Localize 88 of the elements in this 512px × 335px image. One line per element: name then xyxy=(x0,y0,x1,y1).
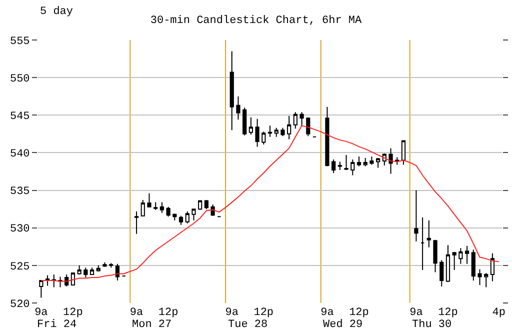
y-tick-label: 530 xyxy=(10,224,30,236)
candlestick xyxy=(84,267,88,278)
candlestick xyxy=(325,106,330,167)
candlestick xyxy=(293,112,298,130)
candlestick xyxy=(300,112,304,127)
candlestick xyxy=(478,268,482,286)
text: Mon 27 xyxy=(132,319,172,331)
chart-subtitle: 5 day xyxy=(40,6,74,18)
candlestick xyxy=(154,202,158,210)
candlestick xyxy=(230,50,234,131)
candlestick xyxy=(140,200,145,216)
candlestick xyxy=(458,248,463,264)
candlestick xyxy=(370,156,374,166)
x-tick-label: 12p xyxy=(349,307,369,319)
x-tick-label: 4p xyxy=(492,307,506,319)
candlestick xyxy=(96,264,100,272)
candlestick xyxy=(160,202,164,214)
y-tick-label: 555 xyxy=(10,36,30,48)
candlestick xyxy=(102,262,107,268)
y-tick-label: 520 xyxy=(10,298,30,311)
candlestick xyxy=(376,157,380,168)
candlestick xyxy=(268,125,272,138)
candlestick xyxy=(490,252,495,282)
candlestick xyxy=(350,158,355,176)
candlestick xyxy=(440,260,444,287)
candlestick xyxy=(192,208,196,221)
candlestick xyxy=(433,239,438,273)
candlestick xyxy=(172,214,177,221)
text: Wed 29 xyxy=(323,319,363,331)
candlestick xyxy=(185,210,190,224)
x-tick-label: 12p xyxy=(438,307,458,319)
text: Thu 30 xyxy=(412,319,452,331)
candlestick xyxy=(109,262,114,268)
x-tick-label: 12p xyxy=(158,307,178,319)
candlestick xyxy=(45,274,50,286)
x-tick-label: 9a xyxy=(130,307,144,319)
x-tick-label: 12p xyxy=(63,307,83,319)
candlestick xyxy=(39,280,44,298)
candlestick xyxy=(280,127,285,137)
candlestick xyxy=(274,127,278,138)
candlestick xyxy=(147,192,152,208)
candlestick xyxy=(388,148,393,174)
candlestick xyxy=(484,272,488,288)
chart-title: 30-min Candlestick Chart, 6hr MA xyxy=(150,14,362,27)
text: Tue 28 xyxy=(228,319,268,331)
candlestick xyxy=(464,245,470,264)
candlestick xyxy=(248,116,253,136)
candlestick xyxy=(178,215,184,226)
y-tick-label: 525 xyxy=(10,261,30,274)
candlestick xyxy=(198,200,202,210)
candlestick xyxy=(356,156,362,167)
candlestick xyxy=(262,131,266,145)
candlestick xyxy=(306,116,310,137)
candlestick xyxy=(204,200,208,210)
candlestick xyxy=(236,96,240,120)
candlestick xyxy=(414,190,418,242)
x-tick-label: 9a xyxy=(34,307,48,319)
candlestick xyxy=(420,216,425,270)
candlestick xyxy=(363,157,368,167)
candlestick xyxy=(52,274,56,288)
candlestick xyxy=(338,161,342,170)
candlestick xyxy=(426,220,431,248)
candlestick xyxy=(242,107,247,136)
candlestick xyxy=(332,158,336,174)
y-tick-label: 540 xyxy=(10,148,30,161)
text: Fri 24 xyxy=(37,319,78,331)
candlestick xyxy=(90,267,94,275)
y-tick-label: 535 xyxy=(10,186,30,198)
x-tick-label: 9a xyxy=(410,307,424,319)
line-series xyxy=(40,125,500,282)
candlestick xyxy=(77,264,82,275)
candlestick xyxy=(446,244,450,282)
candlestick xyxy=(471,249,476,281)
x-tick-label: 12p xyxy=(254,307,274,319)
y-tick-label: 550 xyxy=(10,73,30,86)
candlestick xyxy=(166,206,170,218)
candlestick xyxy=(134,210,139,234)
y-tick-label: 545 xyxy=(10,110,30,123)
candlestick xyxy=(115,263,120,281)
candlestick xyxy=(452,252,456,270)
candlestick xyxy=(395,156,400,166)
x-tick-label: 9a xyxy=(225,307,239,319)
candlestick xyxy=(344,154,348,170)
candlestick xyxy=(255,118,260,148)
candlestick xyxy=(287,115,292,140)
candlestick xyxy=(401,140,406,166)
candlestick xyxy=(210,204,215,216)
x-tick-label: 9a xyxy=(320,307,334,319)
